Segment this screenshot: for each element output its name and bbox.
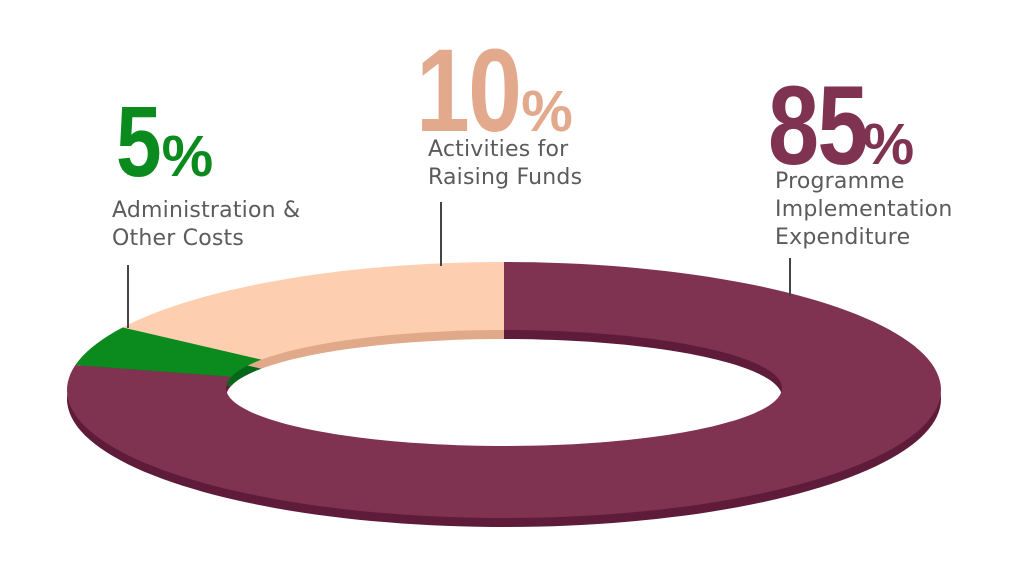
admin-percent-number: 5	[116, 86, 162, 198]
value-label-fundraising: 10%	[416, 32, 573, 150]
label-line: Implementation	[775, 197, 953, 222]
label-admin: Administration & Other Costs	[112, 197, 300, 253]
donut-slice-fundraising	[122, 262, 505, 360]
fundraising-percent-number: 10	[416, 25, 522, 157]
label-line: Activities for	[428, 137, 569, 162]
label-fundraising: Activities for Raising Funds	[428, 136, 582, 192]
donut-slice-admin	[75, 327, 262, 377]
fundraising-percent-sign: %	[521, 79, 573, 144]
label-line: Programme	[775, 169, 905, 194]
programme-percent-number: 85	[768, 63, 869, 188]
programme-percent-sign: %	[862, 112, 915, 177]
label-line: Other Costs	[112, 226, 245, 251]
admin-percent-sign: %	[161, 124, 214, 189]
label-line: Raising Funds	[428, 165, 583, 190]
value-label-programme: 85%	[768, 70, 914, 182]
donut-slice-programme	[67, 262, 941, 518]
value-label-admin: 5%	[116, 92, 213, 192]
label-line: Administration &	[112, 198, 301, 223]
label-line: Expenditure	[775, 225, 911, 250]
label-programme: Programme Implementation Expenditure	[775, 168, 953, 252]
